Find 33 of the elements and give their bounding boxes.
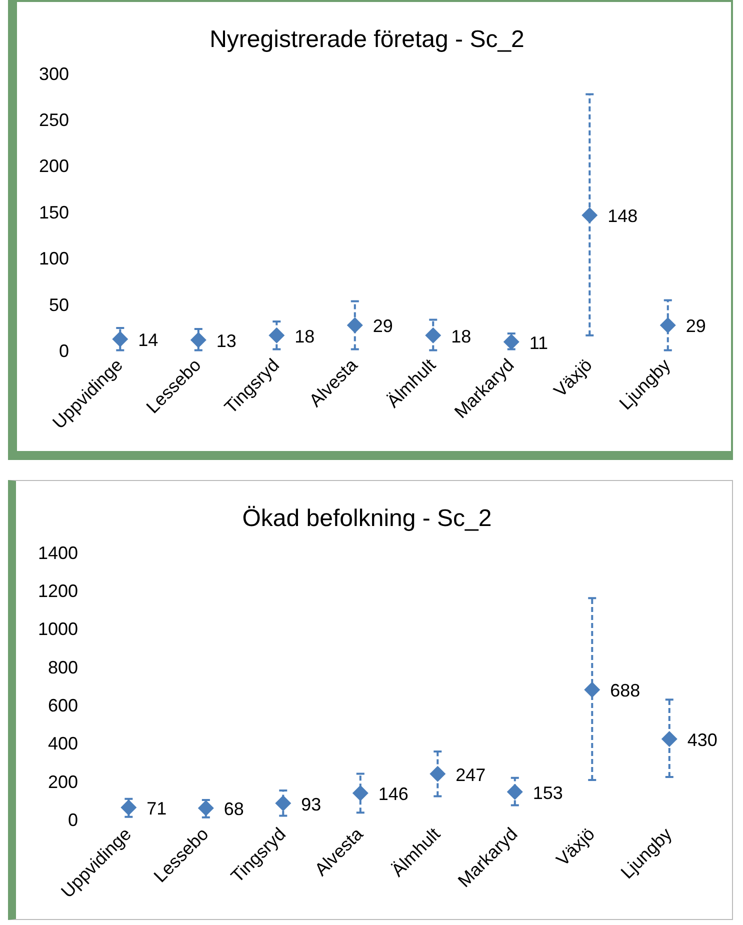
data-label: 146 <box>378 784 408 804</box>
data-label: 247 <box>456 764 486 785</box>
y-tick-label: 200 <box>38 156 70 176</box>
y-tick-label: 200 <box>48 772 78 792</box>
y-tick-label: 50 <box>49 294 70 315</box>
y-tick-label: 1400 <box>38 542 78 563</box>
data-label: 18 <box>294 326 315 346</box>
y-tick-label: 0 <box>59 341 70 362</box>
data-label: 93 <box>301 794 322 814</box>
data-label: 148 <box>608 206 638 226</box>
data-label: 11 <box>529 332 548 353</box>
y-tick-label: 1200 <box>38 580 78 601</box>
data-label: 153 <box>532 782 563 803</box>
y-tick-label: 0 <box>68 810 78 830</box>
data-label: 14 <box>138 330 158 350</box>
chart-title: Ökad befolkning - Sc_2 <box>242 505 492 532</box>
data-label: 688 <box>610 680 640 701</box>
data-label: 68 <box>224 799 244 820</box>
y-tick-label: 250 <box>38 110 70 130</box>
y-tick-label: 100 <box>38 248 70 269</box>
data-label: 29 <box>686 316 706 336</box>
y-tick-label: 1000 <box>38 619 78 640</box>
data-label: 29 <box>372 316 393 336</box>
y-tick-label: 800 <box>48 657 78 678</box>
data-label: 71 <box>146 798 167 818</box>
chart-title: Nyregistrerade företag - Sc_2 <box>210 26 524 54</box>
data-label: 18 <box>451 326 472 346</box>
y-tick-label: 400 <box>48 734 78 754</box>
data-label: 13 <box>216 331 236 351</box>
y-tick-label: 300 <box>38 64 70 84</box>
data-label: 430 <box>687 730 718 750</box>
y-tick-label: 150 <box>38 202 70 222</box>
y-tick-label: 600 <box>48 695 78 716</box>
